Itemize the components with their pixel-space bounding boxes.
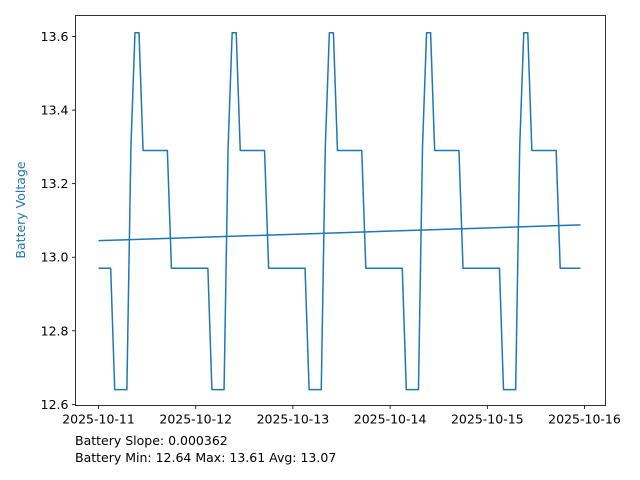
- y-tick-label: 13.2: [41, 176, 69, 191]
- plot-area: [98, 32, 581, 391]
- axes-frame: [75, 15, 606, 406]
- voltage-line: [98, 32, 581, 391]
- trend-line: [98, 224, 581, 242]
- x-tick-label: 2025-10-12: [159, 412, 232, 427]
- y-tick-label: 12.8: [41, 323, 69, 338]
- y-axis: 12.6 12.8 13.0 13.2 13.4 13.6: [41, 29, 76, 412]
- x-tick-label: 2025-10-16: [548, 412, 621, 427]
- x-tick-label: 2025-10-14: [354, 412, 427, 427]
- x-tick-label: 2025-10-11: [62, 412, 135, 427]
- slope-annotation: Battery Slope: 0.000362: [75, 433, 228, 448]
- y-tick-label: 13.4: [41, 103, 69, 118]
- y-axis-label: Battery Voltage: [13, 161, 28, 258]
- y-tick-label: 12.6: [41, 397, 69, 412]
- x-tick-label: 2025-10-13: [257, 412, 330, 427]
- y-tick-label: 13.6: [41, 29, 69, 44]
- stats-annotation: Battery Min: 12.64 Max: 13.61 Avg: 13.07: [75, 450, 336, 465]
- x-tick-label: 2025-10-15: [451, 412, 524, 427]
- x-axis: 2025-10-11 2025-10-12 2025-10-13 2025-10-14…: [62, 405, 621, 427]
- y-tick-label: 13.0: [41, 250, 69, 265]
